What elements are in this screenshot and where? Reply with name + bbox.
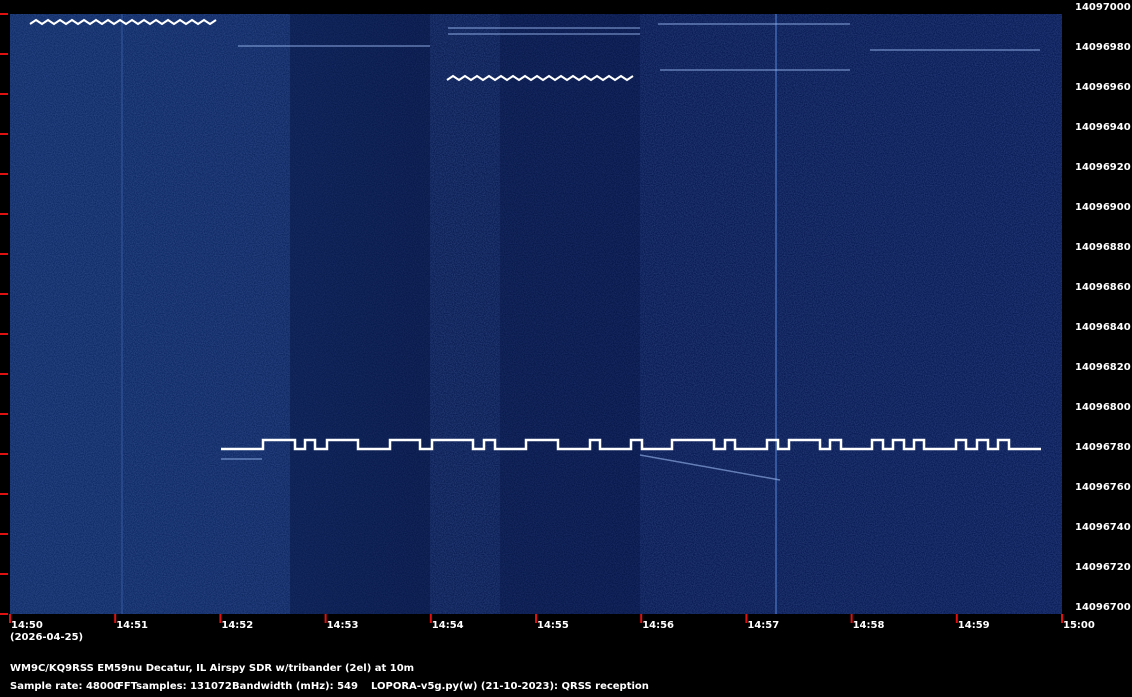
footer-item: LOPORA-v5g.py(w) (21-10-2023): QRSS rece… bbox=[371, 681, 649, 692]
y-tick-label: 14096900 bbox=[1075, 202, 1131, 213]
x-tick-label: 14:58 bbox=[853, 620, 885, 631]
x-tick-label: 15:00 bbox=[1063, 620, 1095, 631]
x-tick-label: 14:54 bbox=[432, 620, 464, 631]
y-tick-label: 14096820 bbox=[1075, 362, 1131, 373]
x-tick-label: 14:59 bbox=[958, 620, 990, 631]
waterfall bbox=[10, 14, 1062, 614]
x-tick-label: 14:52 bbox=[221, 620, 253, 631]
y-tick-label: 14096760 bbox=[1075, 482, 1131, 493]
x-tick-label: 14:51 bbox=[116, 620, 148, 631]
y-tick-label: 14096920 bbox=[1075, 162, 1131, 173]
y-tick-label: 14096740 bbox=[1075, 522, 1131, 533]
faint-traces bbox=[221, 23, 1040, 481]
y-tick-label: 14096800 bbox=[1075, 402, 1131, 413]
footer-item: Sample rate: 48000 bbox=[10, 681, 121, 692]
y-tick-label: 14096780 bbox=[1075, 442, 1131, 453]
y-tick-label: 14096960 bbox=[1075, 82, 1131, 93]
x-tick-label: 14:55 bbox=[537, 620, 569, 631]
y-tick-label: 14096880 bbox=[1075, 242, 1131, 253]
y-tick-label: 14097000 bbox=[1075, 2, 1131, 13]
x-tick-label: 14:56 bbox=[642, 620, 674, 631]
x-tick-label: 14:57 bbox=[747, 620, 779, 631]
noise bbox=[10, 14, 1062, 614]
footer-line: WM9C/KQ9RSS EM59nu Decatur, IL Airspy SD… bbox=[10, 663, 414, 674]
signal-traces bbox=[29, 18, 1041, 451]
y-tick-label: 14096860 bbox=[1075, 282, 1131, 293]
band-dark bbox=[290, 14, 430, 614]
footer-item: Bandwidth (mHz): 549 bbox=[232, 681, 358, 692]
y-tick-label: 14096700 bbox=[1075, 602, 1131, 613]
y-tick-label: 14096720 bbox=[1075, 562, 1131, 573]
x-tick-label: 14:53 bbox=[327, 620, 359, 631]
y-tick-label: 14096940 bbox=[1075, 122, 1131, 133]
y-tick-label: 14096980 bbox=[1075, 42, 1131, 53]
y-tick-label: 14096840 bbox=[1075, 322, 1131, 333]
x-tick-label: 14:50 bbox=[11, 620, 43, 631]
band-dark bbox=[500, 14, 640, 614]
date-label: (2026-04-25) bbox=[10, 632, 83, 643]
footer-item: FFTsamples: 131072 bbox=[117, 681, 232, 692]
